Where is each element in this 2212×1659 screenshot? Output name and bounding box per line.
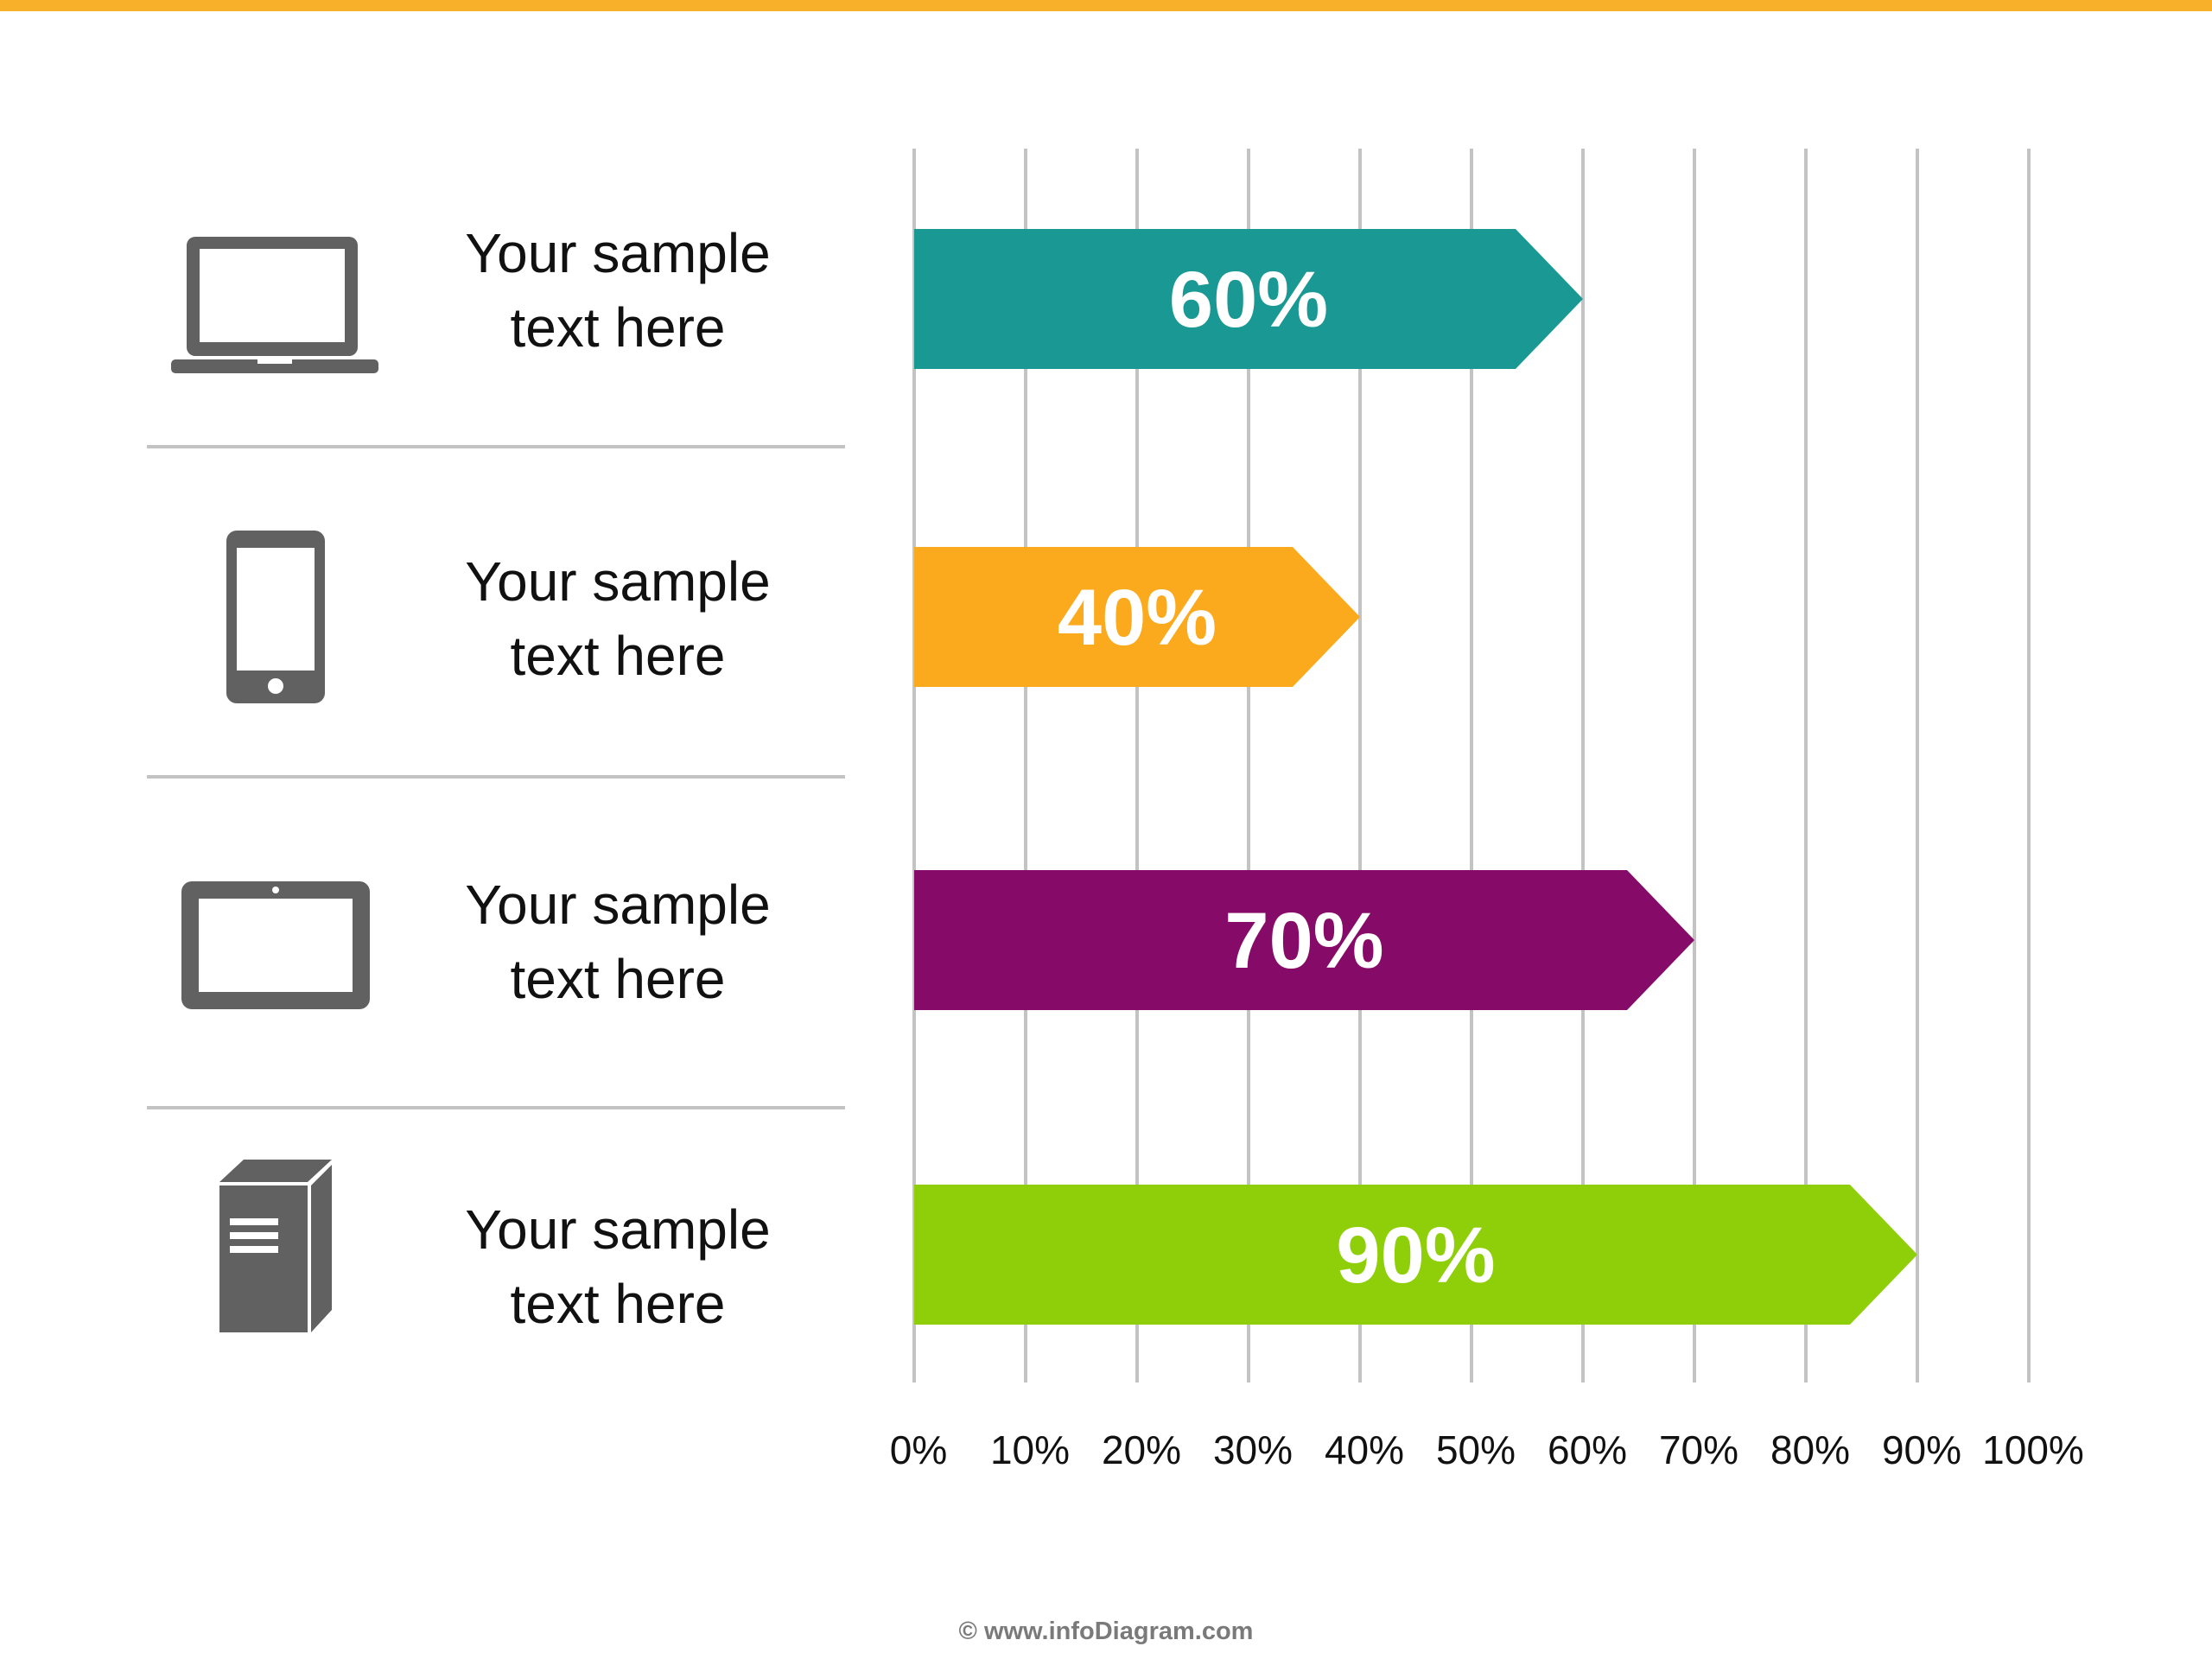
x-tick-label: 80%	[1770, 1427, 1850, 1472]
x-tick-label: 20%	[1102, 1427, 1181, 1472]
bar	[914, 229, 1583, 369]
row-label: Your sample text here	[465, 874, 771, 1010]
x-tick-label: 50%	[1436, 1427, 1516, 1472]
desktop-tower-icon	[219, 1160, 332, 1332]
x-tick-label: 10%	[990, 1427, 1070, 1472]
bar	[914, 547, 1360, 687]
x-tick-label: 70%	[1659, 1427, 1738, 1472]
bar-value-label: 90%	[1336, 1211, 1495, 1300]
top-accent-bar	[0, 0, 2212, 11]
bar	[914, 870, 1694, 1010]
bar-value-label: 70%	[1224, 897, 1383, 985]
row-divider	[147, 1106, 845, 1109]
x-tick-label: 90%	[1882, 1427, 1961, 1472]
smartphone-icon	[226, 531, 325, 703]
x-tick-label: 100%	[1982, 1427, 2084, 1472]
x-tick-label: 60%	[1548, 1427, 1627, 1472]
x-tick-label: 0%	[890, 1427, 947, 1472]
bar-value-label: 40%	[1058, 574, 1217, 662]
row-label: Your sample text here	[465, 550, 771, 687]
x-tick-label: 30%	[1213, 1427, 1293, 1472]
bar	[914, 1185, 1917, 1325]
copyright-text: © www.infoDiagram.com	[958, 1618, 1254, 1645]
row-divider	[147, 445, 845, 448]
bar-value-label: 60%	[1169, 256, 1328, 344]
row-label: Your sample text here	[465, 222, 771, 359]
laptop-icon	[171, 237, 378, 373]
x-tick-label: 40%	[1325, 1427, 1404, 1472]
tablet-icon	[181, 881, 370, 1009]
row-divider	[147, 775, 845, 779]
row-label: Your sample text here	[465, 1198, 771, 1335]
